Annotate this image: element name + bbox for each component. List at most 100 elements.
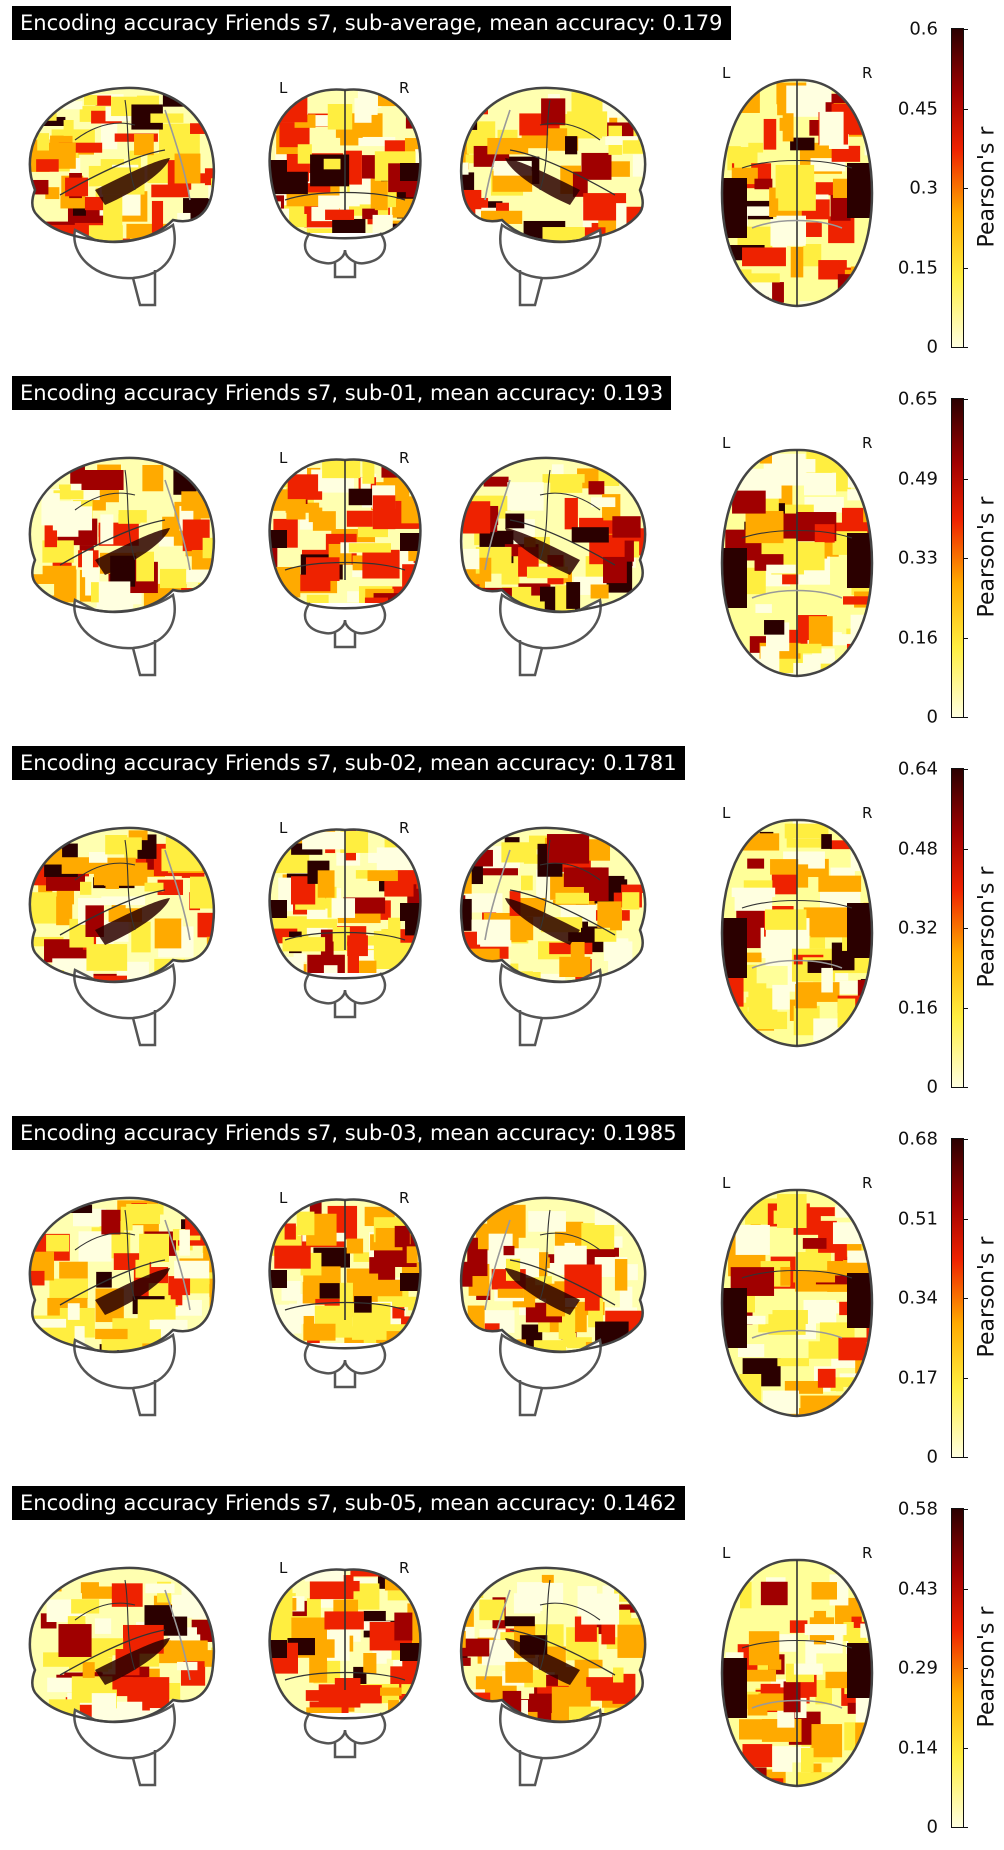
right-label: R [862,1544,872,1562]
right-label: R [399,1559,409,1577]
panel-title: Encoding accuracy Friends s7, sub-01, me… [12,376,672,410]
right-label: R [862,434,872,452]
colorbar-tick-label: 0.3 [909,177,938,199]
colorbar-tick-label: 0.58 [897,1498,938,1520]
brain-projections: L RL R [28,64,874,308]
left-sagittal-view [28,1566,216,1787]
panel-title: Encoding accuracy Friends s7, sub-averag… [12,6,731,40]
glass-brain-panel: L R L R Encoding accuracy Friends s7, sub-05… [0,1480,1004,1850]
colorbar-tick-label: 0.16 [897,627,938,648]
glass-brain-panel: L R L R Encoding accuracy Friends s7, sub-03… [0,1110,1004,1480]
colorbar-tick-mark [963,399,968,400]
colorbar-tick-mark [963,1139,968,1140]
colorbar-tick-mark [963,1087,968,1088]
brain-projections: L RL R [28,804,874,1048]
colorbar-tick-label: 0 [926,1816,938,1838]
colorbar-tick-mark [963,1007,968,1009]
colorbar-tick-label: 0.29 [897,1657,938,1679]
colorbar-tick-mark [963,928,968,929]
colorbar-tick-label: 0.6 [909,18,938,40]
colorbar-tick-mark [963,848,968,850]
glass-brain-panel: L R L R Encoding accuracy Friends s7, sub-01… [0,370,1004,740]
left-label: L [279,79,288,97]
colorbar-tick-label: 0.45 [897,98,938,119]
colorbar-tick-label: 0 [926,336,938,358]
right-label: R [399,79,409,97]
colorbar-tick-label: 0.32 [897,917,938,939]
right-label: R [399,449,409,467]
glass-brain-panel: L R L R Encoding accuracy Friends s7, sub-av… [0,0,1004,370]
colorbar-tick-label: 0.48 [897,838,938,859]
colorbar-tick-label: 0.49 [897,468,938,489]
colorbar-tick-mark [963,1218,968,1220]
colorbar-tick-mark [963,1668,968,1669]
colorbar-tick-mark [963,188,968,189]
colorbar-tick-label: 0.68 [897,1128,938,1150]
left-label: L [722,434,731,452]
colorbar-tick-label: 0.65 [897,388,938,410]
colorbar-tick-mark [963,558,968,559]
colorbar-tick-mark [963,1298,968,1299]
colorbar-tick-mark [963,29,968,30]
colorbar-tick-mark [963,637,968,639]
panel-title: Encoding accuracy Friends s7, sub-02, me… [12,746,685,780]
right-label: R [862,804,872,822]
colorbar-tick-mark [963,1377,968,1379]
left-sagittal-view [28,456,216,677]
colorbar-tick-label: 0.14 [897,1737,938,1758]
left-label: L [722,804,731,822]
colorbar-tick-label: 0.33 [897,547,938,569]
colorbar-tick-label: 0.17 [897,1367,938,1388]
left-sagittal-view [28,826,216,1047]
right-sagittal-view [459,1566,647,1787]
right-label: R [399,819,409,837]
panel-title: Encoding accuracy Friends s7, sub-03, me… [12,1116,685,1150]
colorbar-tick-label: 0.34 [897,1287,938,1309]
right-label: R [862,64,872,82]
colorbar-tick-label: 0 [926,1446,938,1468]
left-label: L [279,819,288,837]
colorbar-label: Pearson's r [974,126,1000,248]
colorbar-tick-mark [963,267,968,269]
colorbar-tick-mark [963,478,968,480]
brain-projections: L RL R [28,1174,874,1418]
right-label: R [862,1174,872,1192]
left-label: L [722,1174,731,1192]
left-label: L [279,1559,288,1577]
left-label: L [722,64,731,82]
left-sagittal-view [28,1196,216,1417]
colorbar-tick-mark [963,769,968,770]
right-sagittal-view [459,1196,647,1417]
colorbar-label: Pearson's r [974,496,1000,618]
left-label: L [722,1544,731,1562]
colorbar-label: Pearson's r [974,1606,1000,1728]
colorbar-tick-label: 0.64 [897,758,938,780]
colorbar-tick-mark [963,347,968,348]
colorbar-tick-mark [963,1509,968,1510]
colorbar-tick-mark [963,1747,968,1749]
panel-title: Encoding accuracy Friends s7, sub-05, me… [12,1486,685,1520]
brain-projections: L RL R [28,1544,874,1788]
right-sagittal-view [459,86,647,307]
right-sagittal-view [459,826,647,1047]
colorbar-tick-mark [963,108,968,110]
colorbar-label: Pearson's r [974,866,1000,988]
brain-projections: L RL R [28,434,874,678]
colorbar-tick-label: 0 [926,1076,938,1098]
colorbar-tick-mark [963,1457,968,1458]
right-sagittal-view [459,456,647,677]
left-sagittal-view [28,86,216,307]
colorbar-tick-label: 0 [926,706,938,728]
left-label: L [279,1189,288,1207]
colorbar-tick-mark [963,1827,968,1828]
